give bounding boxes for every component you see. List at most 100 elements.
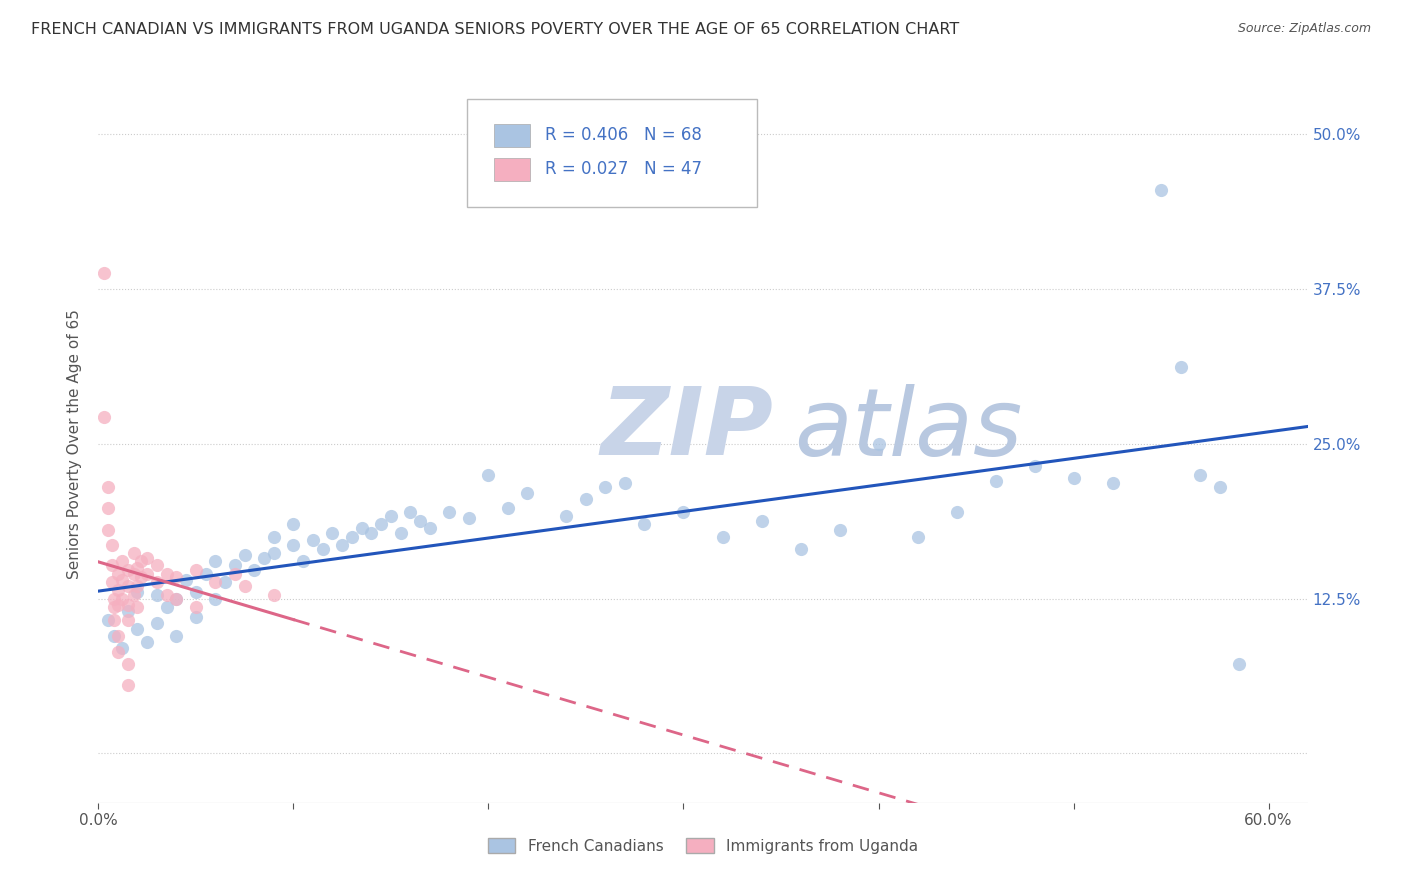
Point [127, 560, 149, 574]
Point [107, 582, 129, 597]
Point [945, 505, 967, 519]
Point [711, 530, 734, 544]
Point [97, 480, 120, 494]
Point [146, 588, 169, 602]
Point [204, 591, 226, 606]
Point [127, 600, 149, 615]
Point [93, 266, 115, 280]
Point [103, 613, 125, 627]
Point [184, 585, 207, 599]
Point [419, 521, 441, 535]
Point [107, 645, 129, 659]
Point [224, 558, 246, 573]
Point [111, 591, 134, 606]
Point [984, 474, 1007, 488]
Point [117, 678, 139, 692]
Point [243, 563, 266, 577]
Point [136, 635, 159, 649]
Point [184, 600, 207, 615]
FancyBboxPatch shape [494, 124, 530, 147]
Point [111, 641, 134, 656]
Point [117, 579, 139, 593]
Point [595, 480, 617, 494]
Point [253, 550, 276, 565]
Point [204, 554, 226, 568]
Point [458, 511, 481, 525]
Point [233, 548, 256, 562]
Point [672, 505, 695, 519]
Point [868, 436, 890, 450]
Point [97, 524, 120, 538]
Text: FRENCH CANADIAN VS IMMIGRANTS FROM UGANDA SENIORS POVERTY OVER THE AGE OF 65 COR: FRENCH CANADIAN VS IMMIGRANTS FROM UGAND… [31, 22, 959, 37]
Point [214, 575, 236, 590]
Point [555, 508, 578, 523]
Point [131, 570, 153, 584]
FancyBboxPatch shape [467, 99, 758, 207]
Point [496, 501, 519, 516]
Point [122, 588, 145, 602]
Point [399, 505, 422, 519]
Point [360, 525, 382, 540]
Point [233, 579, 256, 593]
Point [165, 591, 187, 606]
Point [103, 629, 125, 643]
Point [165, 591, 187, 606]
Point [828, 524, 851, 538]
Point [575, 492, 598, 507]
Point [340, 530, 363, 544]
Point [302, 533, 325, 548]
Text: atlas: atlas [793, 384, 1022, 475]
Point [127, 585, 149, 599]
Point [614, 476, 637, 491]
Point [97, 613, 120, 627]
Point [907, 530, 929, 544]
Point [283, 538, 305, 552]
Point [111, 554, 134, 568]
Point [165, 629, 187, 643]
Text: R = 0.027   N = 47: R = 0.027 N = 47 [544, 161, 702, 178]
Point [516, 486, 538, 500]
Point [117, 563, 139, 577]
Point [107, 566, 129, 581]
Point [1209, 480, 1232, 494]
Point [633, 517, 655, 532]
Point [146, 558, 169, 573]
Point [117, 657, 139, 672]
Point [97, 501, 120, 516]
Text: R = 0.406   N = 68: R = 0.406 N = 68 [544, 127, 702, 145]
Point [409, 514, 432, 528]
Point [1024, 458, 1046, 473]
Point [103, 591, 125, 606]
Point [146, 616, 169, 631]
Point [477, 467, 499, 482]
Point [330, 538, 353, 552]
Point [1189, 467, 1212, 482]
Point [156, 600, 179, 615]
FancyBboxPatch shape [494, 158, 530, 181]
Point [789, 541, 811, 556]
Y-axis label: Seniors Poverty Over the Age of 65: Seniors Poverty Over the Age of 65 [67, 309, 83, 579]
Point [117, 613, 139, 627]
Point [1063, 471, 1085, 485]
Point [101, 575, 124, 590]
Point [283, 517, 305, 532]
Point [204, 575, 226, 590]
Point [370, 517, 392, 532]
Text: Source: ZipAtlas.com: Source: ZipAtlas.com [1237, 22, 1371, 36]
Point [127, 623, 149, 637]
Point [136, 550, 159, 565]
Point [101, 558, 124, 573]
Point [111, 573, 134, 587]
Point [131, 554, 153, 568]
Point [263, 546, 285, 560]
Point [380, 508, 402, 523]
Point [101, 538, 124, 552]
Point [103, 600, 125, 615]
Point [263, 530, 285, 544]
Point [107, 629, 129, 643]
Text: ZIP: ZIP [600, 384, 773, 475]
Point [156, 566, 179, 581]
Point [122, 546, 145, 560]
Point [146, 575, 169, 590]
Point [439, 505, 461, 519]
